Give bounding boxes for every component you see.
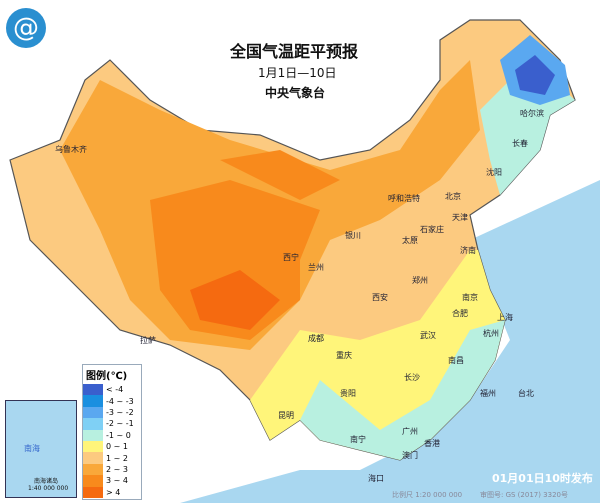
city-label: 武汉 <box>420 331 436 340</box>
legend-item: -4 ~ -3 <box>83 395 141 407</box>
city-label: 香港 <box>424 439 440 448</box>
legend-swatch <box>83 384 103 396</box>
city-label: 杭州 <box>483 329 499 338</box>
map-title: 全国气温距平预报 <box>230 42 359 61</box>
sea <box>180 180 600 503</box>
legend-swatch <box>83 452 103 464</box>
city-label: 贵阳 <box>340 389 356 398</box>
legend-swatch <box>83 440 103 453</box>
scale-text: 比例尺 1:20 000 000 <box>392 491 463 499</box>
city-label: 乌鲁木齐 <box>55 145 87 154</box>
issuer: 中央气象台 <box>265 86 326 100</box>
inset-title: 南海诸岛 <box>34 478 59 485</box>
city-label: 哈尔滨 <box>520 109 544 118</box>
legend-label: -2 ~ -1 <box>106 419 134 429</box>
legend-label: < -4 <box>106 385 124 395</box>
legend-label: 2 ~ 3 <box>106 464 128 474</box>
legend-swatch <box>83 429 103 441</box>
city-label: 呼和浩特 <box>388 194 420 203</box>
city-label: 昆明 <box>278 411 294 420</box>
legend-swatch <box>83 463 103 476</box>
legend-label: 0 ~ 1 <box>106 442 128 452</box>
city-label: 西宁 <box>283 253 299 262</box>
legend-swatch <box>83 418 103 430</box>
city-label: 福州 <box>480 389 496 398</box>
legend-label: 3 ~ 4 <box>106 476 128 486</box>
inset-scale: 1:40 000 000 <box>28 485 69 492</box>
legend-item: -2 ~ -1 <box>83 418 141 430</box>
issue-time: 01月01日10时发布 <box>492 472 593 485</box>
city-label: 广州 <box>402 427 418 436</box>
zone-very-cold-ne <box>515 55 555 95</box>
city-label: 拉萨 <box>140 336 156 345</box>
city-label: 郑州 <box>412 276 428 285</box>
legend-swatch <box>83 395 103 407</box>
map-subtitle: 1月1日—10日 <box>258 66 337 80</box>
legend-label: 1 ~ 2 <box>106 453 128 463</box>
city-label: 银川 <box>345 231 361 240</box>
legend-item: -3 ~ -2 <box>83 406 141 419</box>
legend: 图例(℃) < -4 -4 ~ -3 -3 ~ -2 -2 ~ -1 -1 ~ 0 0 ~… <box>82 364 142 500</box>
city-label: 济南 <box>460 246 476 255</box>
city-label: 兰州 <box>308 263 324 272</box>
legend-item: 2 ~ 3 <box>83 463 141 476</box>
city-label: 南昌 <box>448 356 464 365</box>
zone-cool <box>300 320 505 460</box>
city-label: 合肥 <box>452 309 468 318</box>
cma-logo: @ <box>6 8 46 48</box>
legend-swatch <box>83 475 103 487</box>
zone-warm-4 <box>190 270 280 330</box>
legend-item: 0 ~ 1 <box>83 440 141 453</box>
city-label: 成都 <box>308 334 324 343</box>
city-label: 澳门 <box>402 451 418 460</box>
legend-title: 图例(℃) <box>86 371 128 382</box>
city-label: 西安 <box>372 293 388 302</box>
city-label: 石家庄 <box>420 225 444 234</box>
city-label: 长春 <box>512 139 528 148</box>
city-label: 南京 <box>462 293 478 302</box>
city-label: 天津 <box>452 213 468 222</box>
legend-item: 1 ~ 2 <box>83 452 141 464</box>
legend-label: -4 ~ -3 <box>106 396 134 406</box>
city-label: 北京 <box>445 192 461 201</box>
city-label: 南宁 <box>350 435 366 444</box>
city-label: 太原 <box>402 236 418 245</box>
city-label: 海口 <box>368 474 384 483</box>
legend-label: -3 ~ -2 <box>106 407 134 417</box>
legend-label: -1 ~ 0 <box>106 430 131 440</box>
legend-item: 3 ~ 4 <box>83 475 141 487</box>
legend-swatch <box>83 486 103 498</box>
city-label: 长沙 <box>404 373 420 382</box>
legend-item: > 4 <box>83 486 141 498</box>
map-approval: 审图号: GS (2017) 3320号 <box>480 491 568 499</box>
city-label: 重庆 <box>336 351 352 360</box>
city-label: 沈阳 <box>486 168 502 177</box>
south-china-sea-inset: 南海 南海诸岛 1:40 000 000 <box>5 400 77 498</box>
inset-sea-label: 南海 <box>24 444 40 453</box>
legend-item: -1 ~ 0 <box>83 429 141 441</box>
city-label: 上海 <box>497 313 513 322</box>
legend-label: > 4 <box>106 487 121 497</box>
legend-swatch <box>83 406 103 419</box>
legend-item: < -4 <box>83 384 141 396</box>
city-label: 台北 <box>518 389 534 398</box>
